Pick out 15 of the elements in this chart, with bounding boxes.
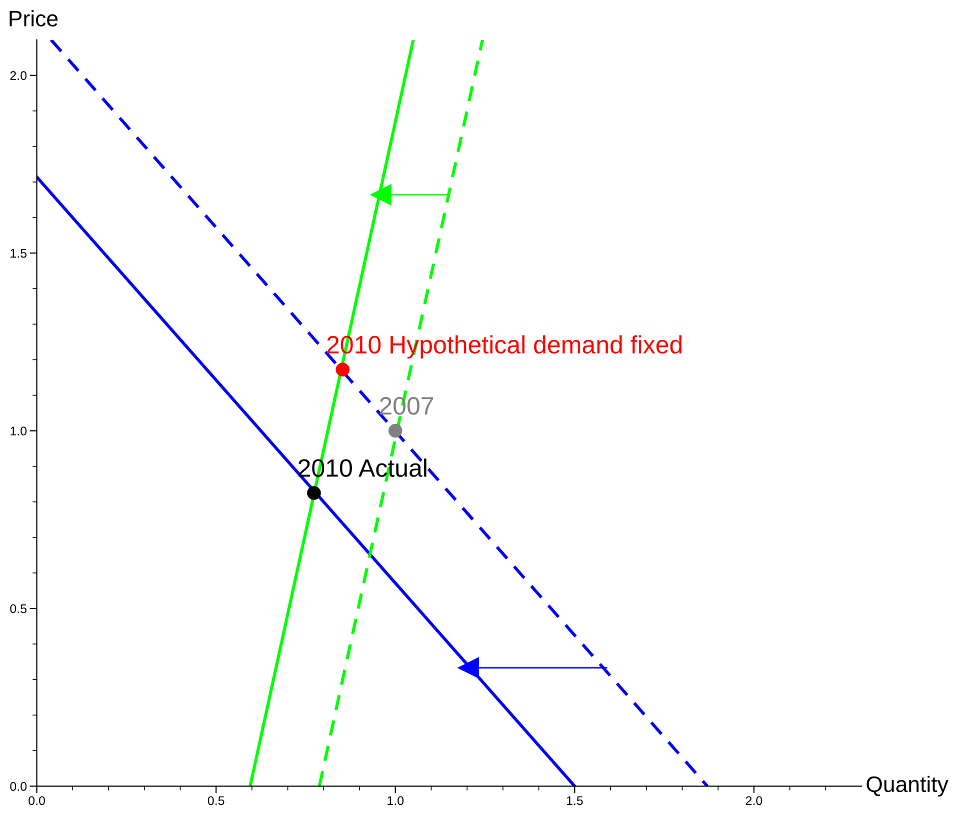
x-tick-label: 1.0 — [388, 796, 404, 806]
y-tick-label: 2.0 — [10, 71, 27, 80]
point — [458, 657, 479, 678]
y-tick-label: 1.0 — [10, 426, 27, 436]
point — [370, 184, 392, 206]
x-tick-label: 1.5 — [566, 796, 583, 806]
y-tick-label: 1.5 — [10, 249, 27, 258]
x-tick-label: 0.5 — [208, 796, 224, 806]
annotation: 2007 — [380, 397, 434, 415]
y-tick-label: 0.5 — [10, 604, 27, 614]
x-tick-label: 0.0 — [28, 796, 45, 806]
x-tick-label: 2.0 — [746, 796, 762, 806]
y-tick-label: 0.0 — [10, 782, 27, 791]
x-axis-title: Quantity — [866, 776, 948, 797]
y-axis-title: Price — [10, 10, 58, 26]
